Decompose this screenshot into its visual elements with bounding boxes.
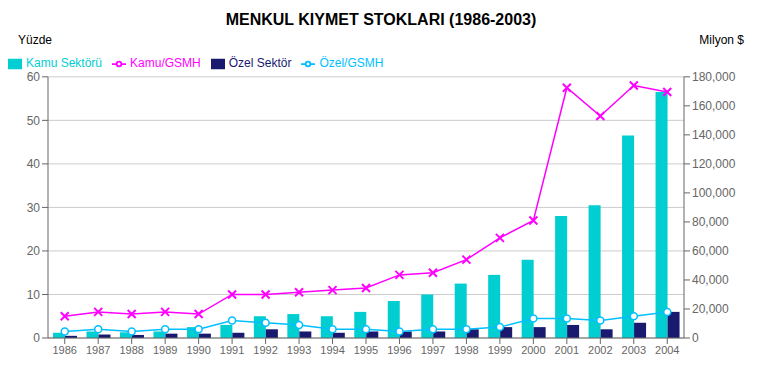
svg-text:60: 60 bbox=[27, 70, 41, 84]
svg-text:1990: 1990 bbox=[186, 344, 210, 356]
svg-text:1998: 1998 bbox=[454, 344, 478, 356]
svg-text:0: 0 bbox=[692, 331, 699, 345]
svg-text:40: 40 bbox=[27, 157, 41, 171]
svg-text:80,000: 80,000 bbox=[692, 215, 729, 229]
svg-text:0: 0 bbox=[33, 331, 40, 345]
svg-text:50: 50 bbox=[27, 114, 41, 128]
svg-text:160,000: 160,000 bbox=[692, 99, 736, 113]
svg-text:1997: 1997 bbox=[421, 344, 445, 356]
svg-text:40,000: 40,000 bbox=[692, 273, 729, 287]
html-text:Kamu Sektörü: Kamu Sektörü bbox=[26, 56, 102, 70]
svg-text:1995: 1995 bbox=[354, 344, 378, 356]
svg-text:120,000: 120,000 bbox=[692, 157, 736, 171]
svg-text:1988: 1988 bbox=[119, 344, 143, 356]
html-text:Yüzde: Yüzde bbox=[18, 33, 52, 47]
svg-text:1999: 1999 bbox=[488, 344, 512, 356]
svg-text:30: 30 bbox=[27, 201, 41, 215]
html-text:Özel Sektör: Özel Sektör bbox=[228, 56, 292, 70]
svg-text:140,000: 140,000 bbox=[692, 128, 736, 142]
svg-text:1996: 1996 bbox=[387, 344, 411, 356]
html-text:Kamu/GSMH: Kamu/GSMH bbox=[130, 56, 201, 70]
svg-text:180,000: 180,000 bbox=[692, 70, 736, 84]
html-text:MENKUL KIYMET STOKLARI (1986-2: MENKUL KIYMET STOKLARI (1986-2003) bbox=[225, 11, 537, 28]
svg-text:2004: 2004 bbox=[655, 344, 679, 356]
svg-text:1991: 1991 bbox=[220, 344, 244, 356]
svg-text:1992: 1992 bbox=[253, 344, 277, 356]
svg-text:2003: 2003 bbox=[622, 344, 646, 356]
svg-text:100,000: 100,000 bbox=[692, 186, 736, 200]
svg-text:20,000: 20,000 bbox=[692, 302, 729, 316]
html-text:Milyon $: Milyon $ bbox=[699, 33, 744, 47]
svg-text:60,000: 60,000 bbox=[692, 244, 729, 258]
svg-text:10: 10 bbox=[27, 288, 41, 302]
svg-text:2002: 2002 bbox=[588, 344, 612, 356]
svg-text:1987: 1987 bbox=[86, 344, 110, 356]
svg-text:2001: 2001 bbox=[555, 344, 579, 356]
svg-text:20: 20 bbox=[27, 244, 41, 258]
svg-text:1986: 1986 bbox=[52, 344, 76, 356]
svg-text:2000: 2000 bbox=[521, 344, 545, 356]
svg-text:1994: 1994 bbox=[320, 344, 344, 356]
svg-text:1993: 1993 bbox=[287, 344, 311, 356]
svg-text:1989: 1989 bbox=[153, 344, 177, 356]
html-text:Özel/GSMH: Özel/GSMH bbox=[319, 56, 384, 70]
